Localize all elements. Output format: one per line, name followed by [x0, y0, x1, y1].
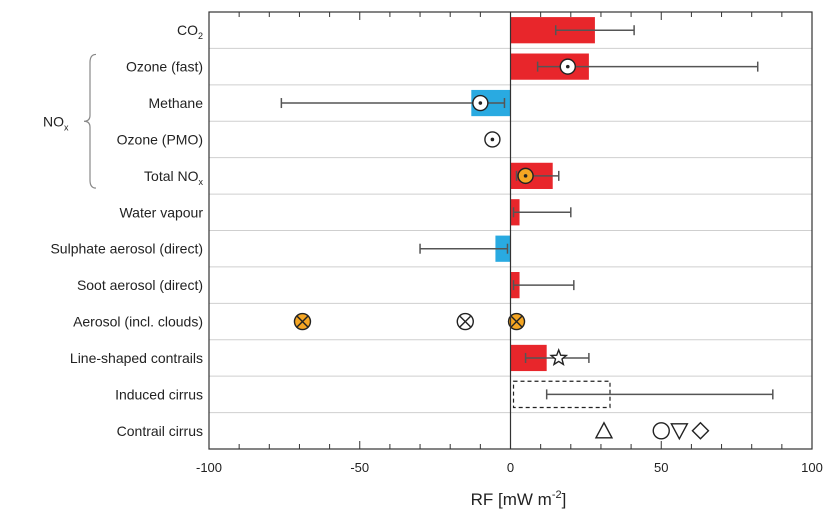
- category-label: CO2: [177, 22, 203, 41]
- category-label: Soot aerosol (direct): [77, 277, 203, 293]
- marker-dot: [523, 174, 528, 178]
- marker-x-stroke: [510, 315, 523, 328]
- category-label: Ozone (fast): [126, 59, 203, 75]
- error-bars: [280, 25, 774, 400]
- x-tick-label: 100: [801, 460, 823, 475]
- category-label: Induced cirrus: [115, 386, 203, 402]
- category-label: Contrail cirrus: [117, 423, 203, 439]
- category-label: Ozone (PMO): [117, 131, 203, 147]
- category-label: Aerosol (incl. clouds): [73, 314, 203, 330]
- x-tick-label: 0: [507, 460, 514, 475]
- marker-dot: [478, 101, 483, 105]
- marker-circle: [652, 422, 670, 440]
- marker-triangle-up: [594, 421, 614, 439]
- bar: [512, 380, 611, 409]
- x-tick-label: -50: [350, 460, 369, 475]
- category-label: Line-shaped contrails: [70, 350, 203, 366]
- marker-x-stroke: [459, 315, 471, 328]
- category-labels: CO2 Ozone (fast) Methane Ozone (PMO) Total N…: [50, 22, 203, 439]
- nox-brace: [83, 53, 97, 189]
- marker-x-stroke: [296, 315, 309, 328]
- markers: [293, 58, 710, 441]
- marker-star: [549, 348, 569, 366]
- x-tick-label: 50: [654, 460, 668, 475]
- nox-group-label: NOx: [43, 113, 69, 132]
- category-label: Water vapour: [119, 204, 203, 220]
- x-axis-label: RF [mW m-2]: [471, 489, 567, 509]
- category-label: Total NOx: [144, 168, 203, 187]
- x-tick-label: -100: [196, 460, 222, 475]
- marker-dot: [565, 64, 570, 69]
- marker-diamond: [691, 421, 710, 440]
- marker-dot: [490, 137, 495, 142]
- category-label: Sulphate aerosol (direct): [50, 241, 203, 257]
- marker-triangle-down: [670, 423, 689, 441]
- nox-group: NOx: [43, 53, 97, 189]
- category-label: Methane: [149, 95, 204, 111]
- x-axis: -100 -50 0 50 100: [196, 11, 823, 475]
